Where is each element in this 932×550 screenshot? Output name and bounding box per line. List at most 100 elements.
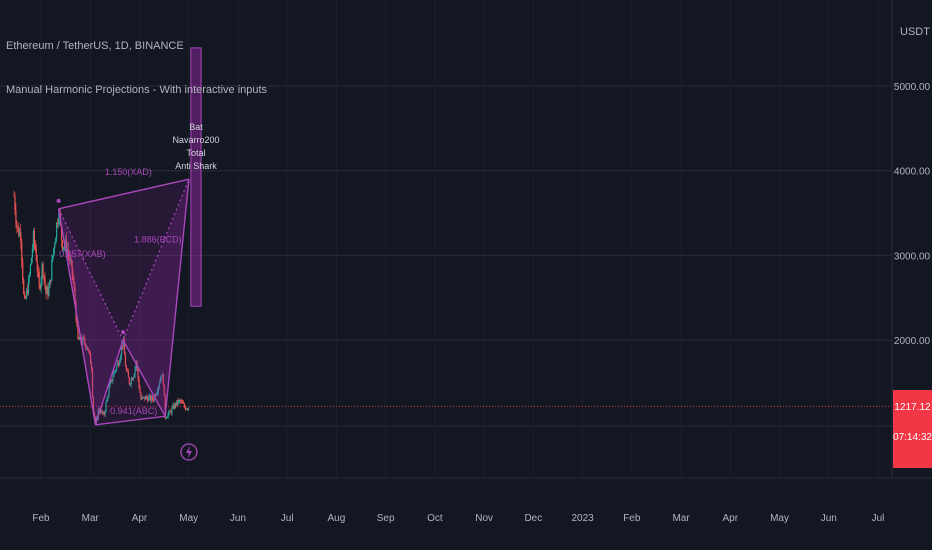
candle-body: [173, 405, 175, 409]
candle-body: [97, 408, 99, 418]
candle-body: [129, 383, 131, 385]
candle-body: [176, 400, 178, 406]
candle-body: [91, 368, 94, 398]
time-axis[interactable]: Feb Mar Apr May Jun Jul Aug Sep Oct Nov Dec 2023 Feb…: [0, 477, 932, 524]
prz-rectangle: [190, 47, 202, 307]
candle-body: [146, 396, 148, 398]
candle-body: [110, 379, 112, 384]
candle-body: [18, 227, 20, 237]
pattern-point-marker: [121, 330, 126, 335]
candle-body: [164, 395, 166, 418]
candle-body: [172, 405, 174, 409]
prz-text-line: Navarro200: [172, 135, 219, 145]
pattern-fill-lower: [95, 340, 166, 425]
candle-body: [101, 410, 103, 414]
x-tick-label: Sep: [377, 513, 395, 524]
candle-body: [88, 350, 91, 354]
candle-body: [149, 395, 151, 397]
candle-body: [78, 338, 80, 340]
candle-body: [13, 196, 15, 197]
candle-body: [92, 397, 95, 413]
candle-body: [121, 345, 124, 347]
candle-body: [132, 377, 134, 381]
candle-body: [162, 374, 164, 385]
candle-body: [88, 350, 90, 352]
candle-body: [20, 232, 22, 242]
candle-body: [133, 374, 135, 378]
candle-body: [140, 392, 142, 400]
candle-body: [76, 319, 78, 327]
candle-body: [143, 396, 145, 398]
harmonic-pattern: 1.150(XAD) 0.457(XAB) 1.886(BCD) 0.941(ABC): [56, 167, 190, 426]
pattern-leg: [122, 339, 166, 417]
candle-body: [117, 362, 119, 366]
candle-body: [130, 378, 132, 384]
candle-body: [51, 260, 53, 281]
candle-body: [48, 287, 50, 296]
currency-unit-label: USDT: [900, 26, 930, 38]
pattern-ratio-line: [122, 178, 190, 341]
candle-body: [74, 288, 76, 303]
candle-body: [33, 231, 35, 244]
candle-body: [35, 249, 37, 261]
candle-body: [113, 371, 115, 377]
candle-body: [77, 326, 79, 339]
candle-body: [69, 258, 71, 260]
candle-body: [85, 343, 87, 348]
candle-body: [60, 224, 63, 241]
pattern-leg: [57, 208, 97, 425]
candle-body: [145, 396, 147, 400]
ratio-label: 1.886(BCD): [134, 235, 182, 245]
ratio-label: 0.941(ABC): [110, 406, 157, 416]
candle-body: [106, 397, 108, 403]
event-circle: [180, 443, 198, 461]
candle-body: [52, 255, 54, 261]
candle-body: [56, 222, 58, 239]
candle-body: [142, 397, 144, 399]
candle-body: [94, 418, 97, 423]
candle-body: [108, 387, 110, 396]
candle-body: [30, 258, 33, 265]
x-tick-label: Dec: [524, 513, 542, 524]
symbol-title[interactable]: Ethereum / TetherUS, 1D, BINANCE: [6, 40, 184, 52]
x-tick-label: Jul: [281, 513, 294, 524]
x-tick-label: Mar: [672, 513, 690, 524]
pattern-fill-xab: [58, 208, 124, 425]
candle-body: [87, 346, 89, 351]
candle-body: [138, 378, 140, 388]
candle-body: [116, 365, 118, 370]
x-tick-label: Nov: [475, 513, 493, 524]
x-tick-label: Aug: [328, 513, 346, 524]
lightning-bolt: [185, 446, 192, 458]
lightning-icon[interactable]: [180, 443, 198, 461]
candle-body: [120, 345, 123, 356]
candle-body: [155, 393, 158, 396]
candle-body: [175, 403, 177, 406]
candle-body: [82, 337, 84, 344]
pattern-fill-bcd: [123, 179, 189, 417]
candle-body: [39, 286, 41, 289]
candle-body: [65, 239, 67, 253]
candle-body: [185, 408, 188, 410]
candle-body: [170, 411, 172, 414]
candle-body: [26, 289, 29, 295]
candle-body: [19, 232, 21, 237]
indicator-name[interactable]: Manual Harmonic Projections - With inter…: [6, 84, 268, 96]
candle-body: [148, 396, 150, 402]
candle-body: [126, 370, 128, 372]
candle-body: [160, 376, 162, 379]
candle-body: [165, 417, 167, 419]
pattern-leg: [95, 415, 166, 426]
candle-body: [114, 370, 116, 372]
candle-body: [119, 361, 121, 366]
candle-body: [25, 297, 27, 299]
candle-body: [179, 400, 181, 401]
candle-body: [68, 254, 70, 260]
pattern-ratio-line: [58, 208, 124, 341]
y-tick-label: 4000.00: [894, 167, 931, 178]
candle-body: [23, 279, 25, 294]
candle-body: [100, 410, 102, 413]
candle-body: [166, 417, 168, 418]
candle-body: [177, 400, 179, 404]
